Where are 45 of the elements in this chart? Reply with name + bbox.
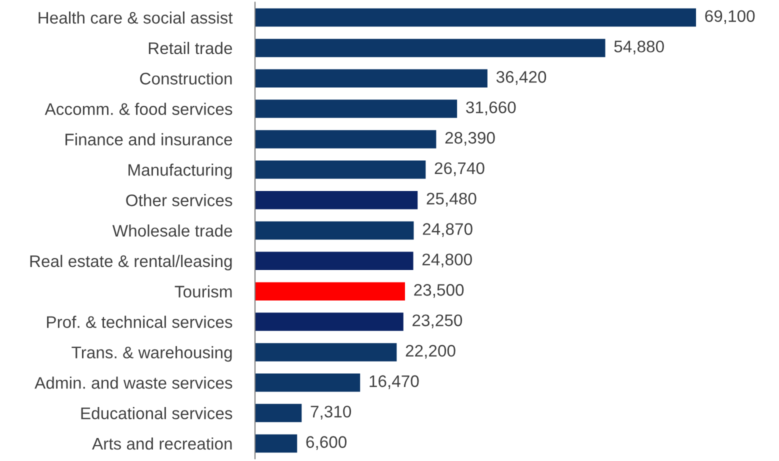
data-label: 23,500 [414,284,464,298]
data-label: 22,200 [406,344,456,359]
y-tick-label: Health care & social assist [38,11,233,24]
data-label: 69,100 [705,10,755,24]
bar [255,221,414,240]
y-tick-label: Wholesale trade [112,224,232,237]
data-label: 25,480 [426,192,476,207]
data-label: 7,310 [310,406,352,420]
data-label: 26,740 [434,162,484,176]
y-tick-label: Real estate & rental/leasing [30,254,232,270]
y-tick-label: Arts and recreation [92,437,232,450]
bar [255,8,696,27]
y-tick-label: Prof. & technical services [47,316,232,328]
y-tick-label: Manufacturing [128,164,232,180]
data-label: 54,880 [614,40,664,54]
bar [255,69,488,88]
data-label: 6,600 [306,436,347,450]
bar [255,282,405,300]
bar [255,100,458,118]
bar [255,312,404,331]
data-label: 24,800 [422,254,472,268]
data-label: 36,420 [496,71,546,85]
bar [255,252,414,270]
data-label: 16,470 [370,375,419,390]
bar [255,38,606,58]
y-tick-label: Accomm. & food services [44,102,232,115]
y-tick-label: Trans. & warehousing [72,346,232,362]
bar [255,374,360,392]
data-label: 23,250 [412,314,462,328]
data-label: 24,870 [422,223,472,237]
bar [255,434,298,453]
y-tick-label: Educational services [81,407,232,420]
y-tick-label: Finance and insurance [66,133,232,146]
data-label: 31,660 [466,101,516,116]
bar [255,343,397,362]
bar [255,190,418,210]
bar [255,130,436,148]
y-tick-label: Admin. and waste services [34,376,232,389]
y-tick-label: Tourism [174,285,232,298]
data-label: 28,390 [445,132,495,146]
y-tick-label: Other services [126,194,232,206]
bar [255,404,302,422]
y-tick-label: Construction [140,72,232,85]
y-tick-label: Retail trade [148,42,232,54]
bar [255,160,426,179]
